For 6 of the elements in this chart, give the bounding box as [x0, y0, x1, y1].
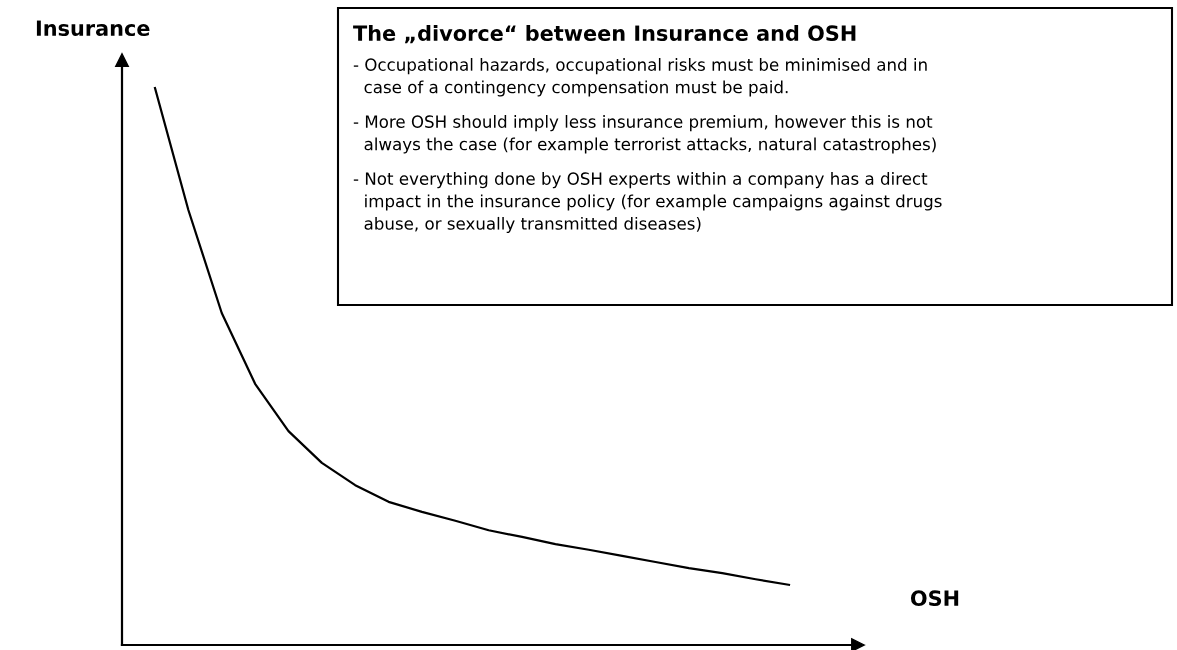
y-axis-title: Insurance [36, 20, 150, 37]
annotation: - Occupational hazards, occupational risks must be minimised and in case of a contingency compensation must be paid. [353, 58, 927, 97]
text: OSH [910, 590, 959, 607]
chart-title: The „divorce“ between Insurance and OSH [353, 24, 856, 44]
annotation: - Not everything done by OSH experts within a company has a direct impact in the insurance policy (for example campaigns against drugs abuse, or sexually transmitted diseases) [353, 172, 942, 234]
annotation: - More OSH should imply less insurance premium, however this is not always the case (for example terrorist attacks, natural catastrophes) [353, 115, 936, 154]
